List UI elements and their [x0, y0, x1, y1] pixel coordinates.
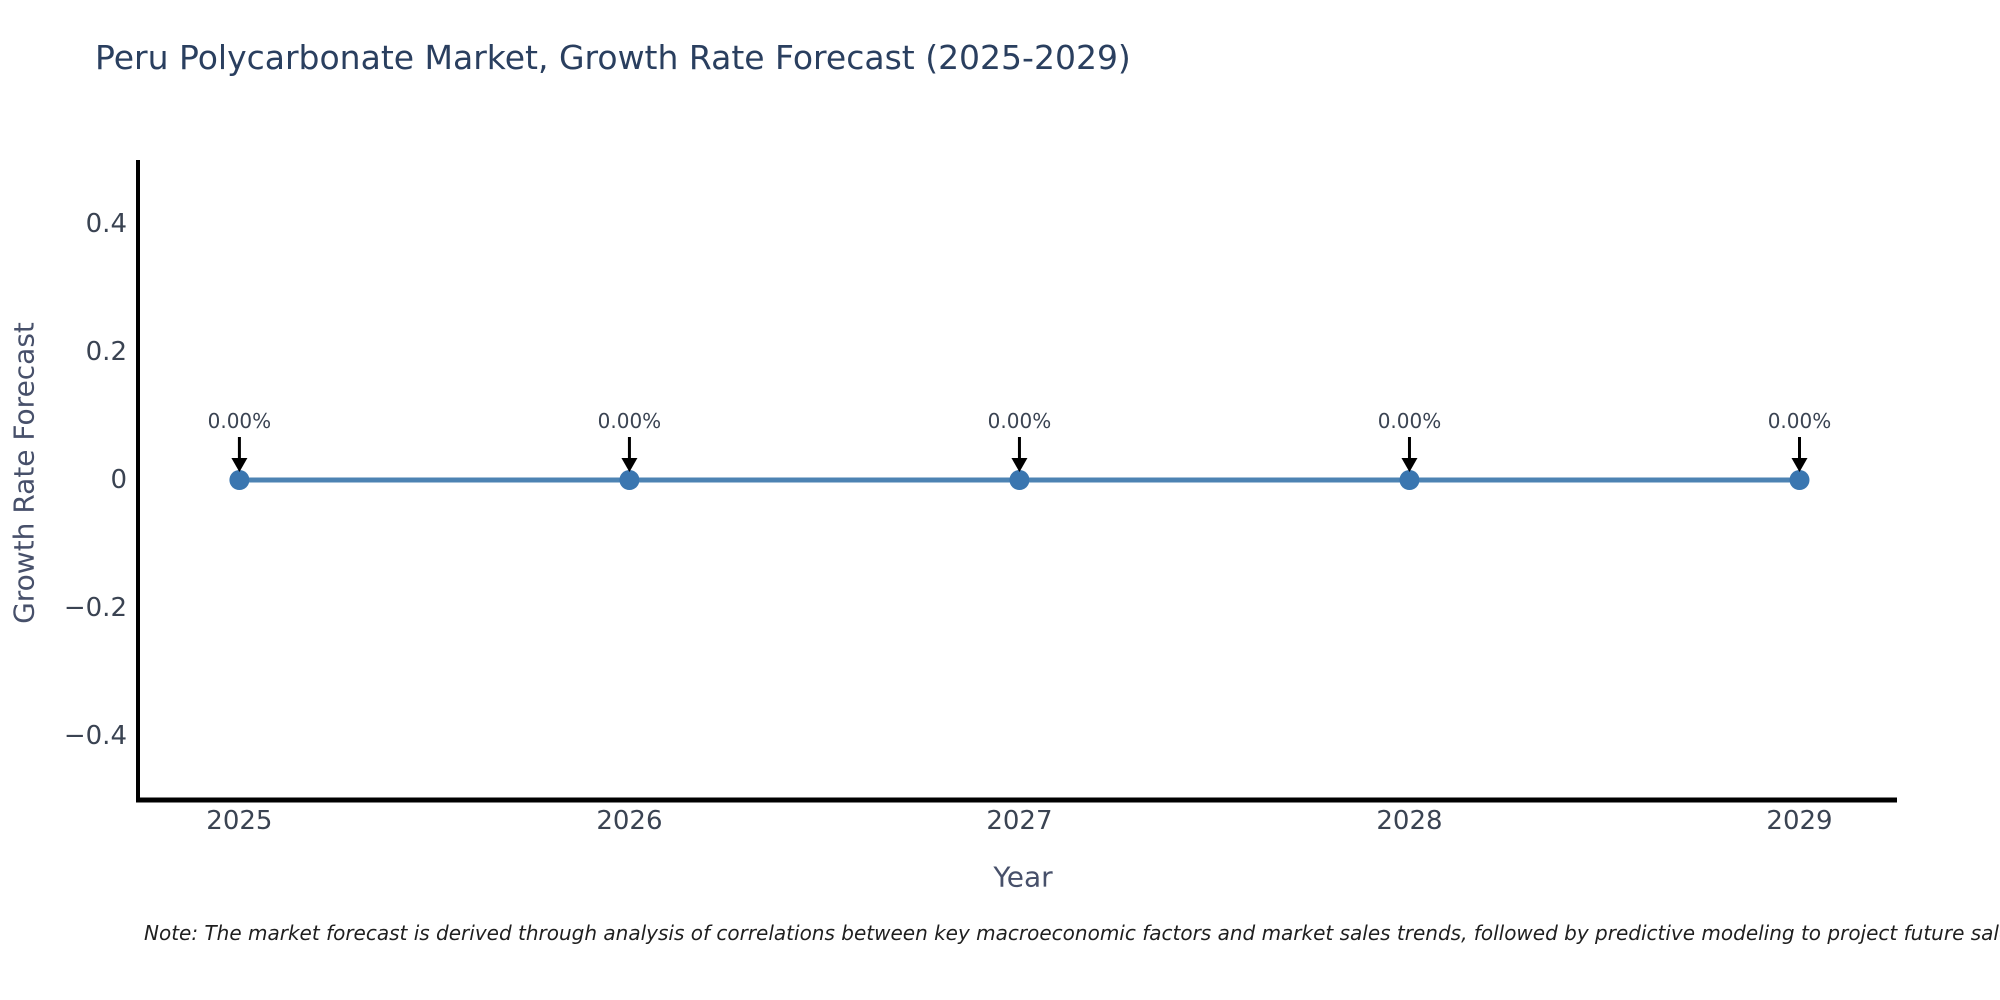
annotation-arrow-head — [621, 458, 638, 472]
x-tick-label: 2029 — [1766, 806, 1833, 836]
x-tick-label: 2028 — [1376, 806, 1443, 836]
y-tick-label: 0.2 — [85, 337, 127, 367]
point-label: 0.00% — [987, 409, 1052, 433]
x-axis-title: Year — [993, 860, 1053, 894]
data-point-marker — [1399, 470, 1420, 490]
y-tick-label: 0 — [110, 465, 127, 495]
x-tick-label: 2026 — [596, 806, 663, 836]
annotation-arrow-head — [1791, 458, 1808, 472]
annotation-arrow-head — [1401, 458, 1418, 472]
data-point-marker — [229, 470, 250, 490]
y-tick-label: −0.4 — [63, 721, 127, 751]
point-label: 0.00% — [1767, 409, 1832, 433]
data-point-marker — [619, 470, 640, 490]
y-tick-label: −0.2 — [63, 593, 127, 623]
annotation-arrow-head — [231, 458, 248, 472]
point-label: 0.00% — [597, 409, 662, 433]
point-label: 0.00% — [207, 409, 272, 433]
x-tick-label: 2025 — [206, 806, 273, 836]
y-tick-label: 0.4 — [85, 209, 127, 239]
data-point-marker — [1789, 470, 1810, 490]
x-tick-label: 2027 — [986, 806, 1053, 836]
footnote: Note: The market forecast is derived thr… — [144, 921, 2000, 945]
chart-title: Peru Polycarbonate Market, Growth Rate F… — [95, 38, 1131, 77]
annotation-arrow-head — [1011, 458, 1028, 472]
data-point-marker — [1009, 470, 1030, 490]
point-label: 0.00% — [1377, 409, 1442, 433]
